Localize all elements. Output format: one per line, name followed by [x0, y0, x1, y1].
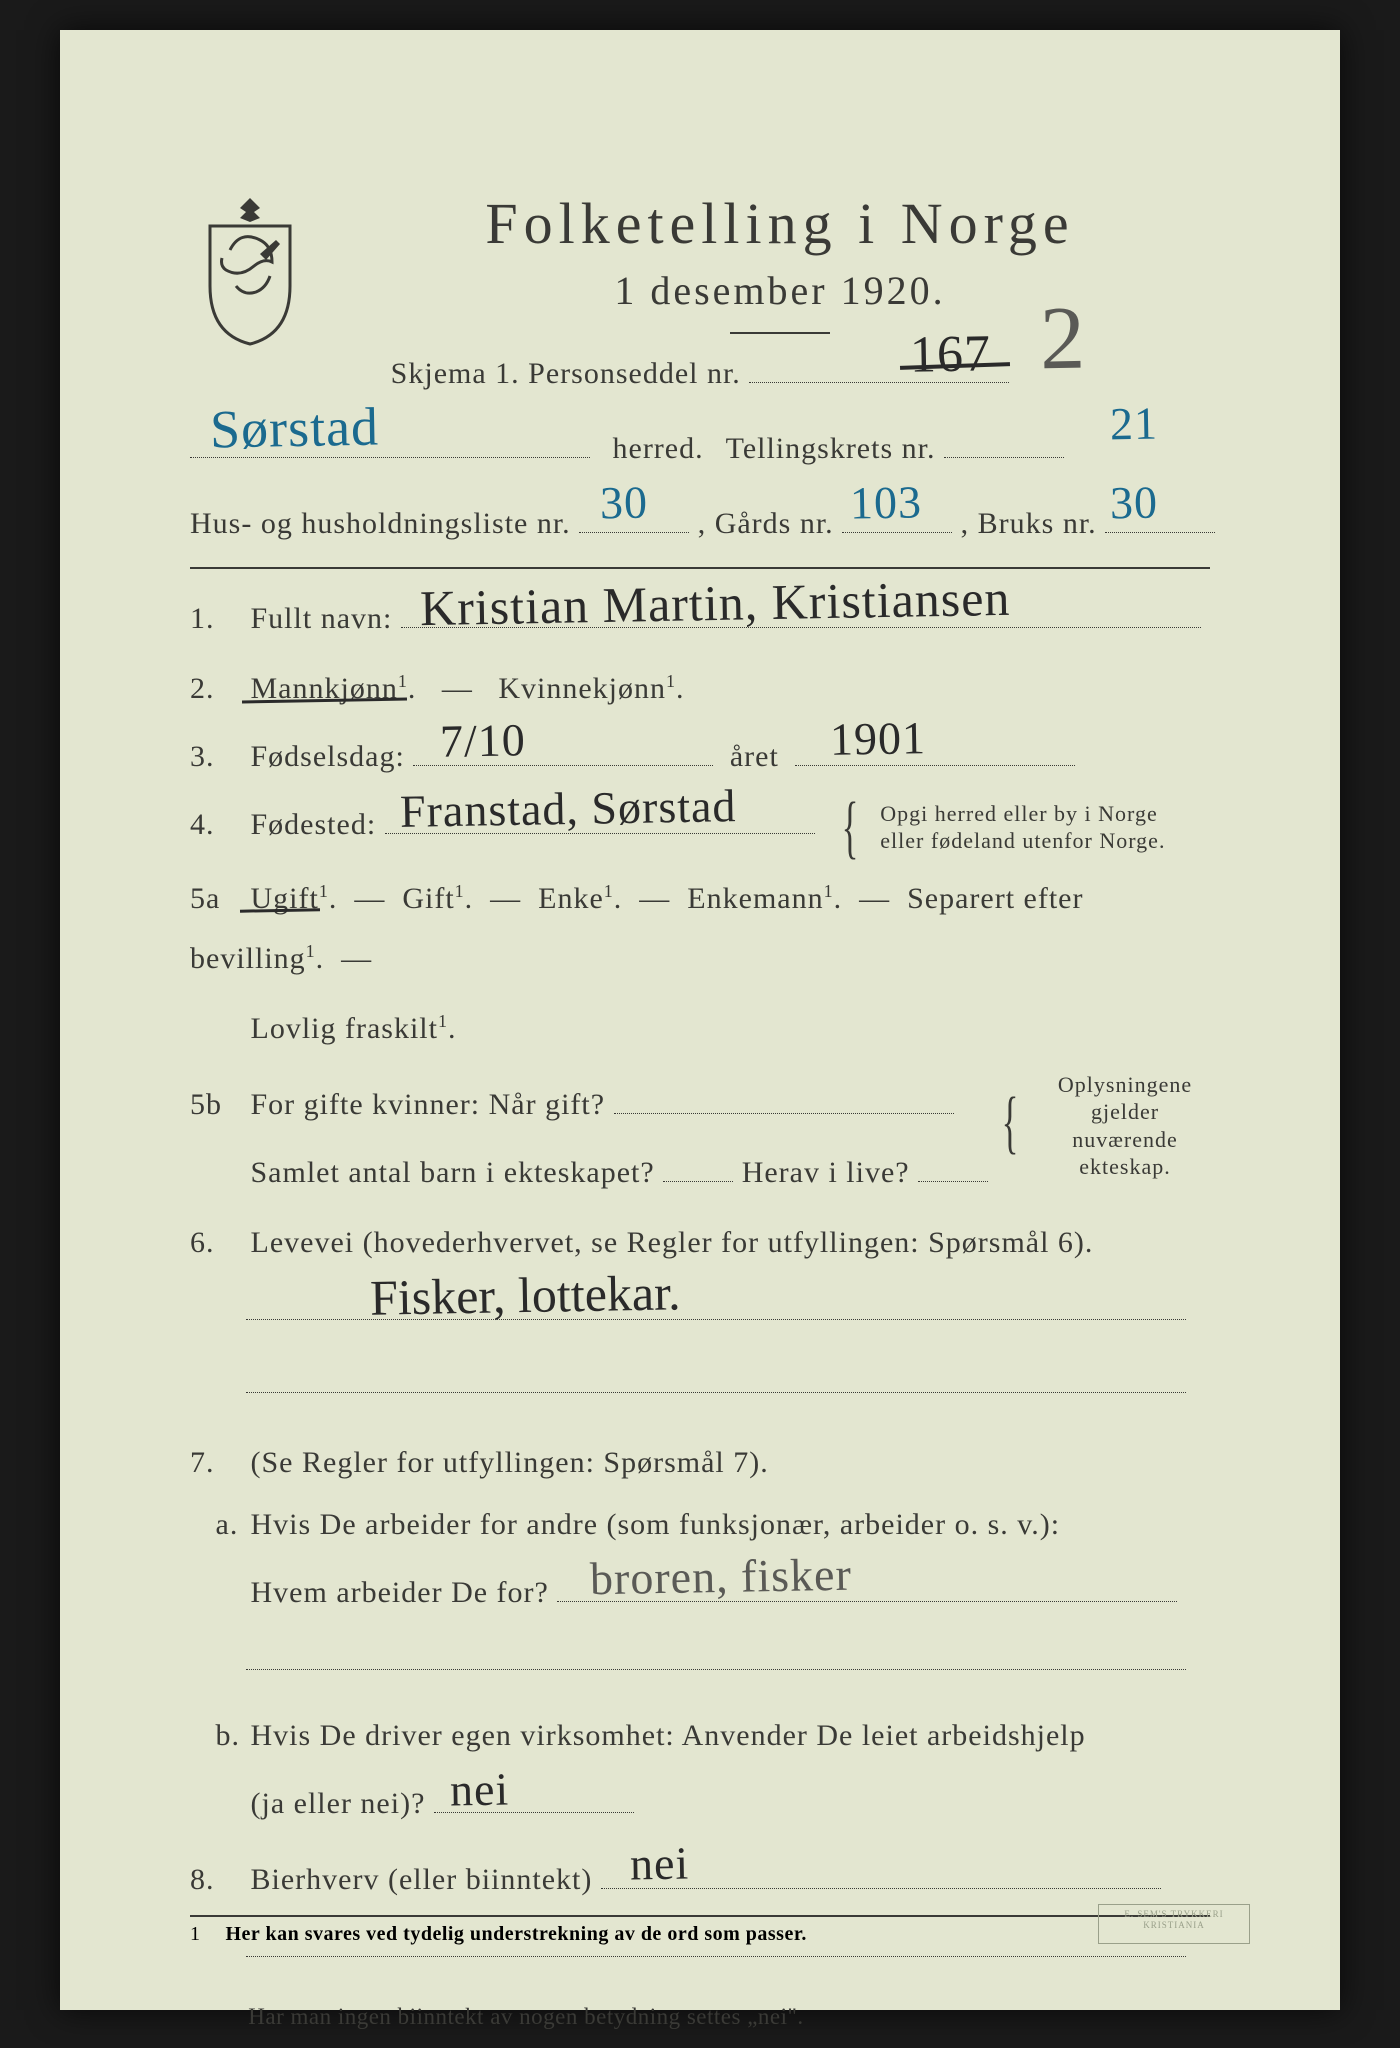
- form-content: Folketelling i Norge 1 desember 1920. Sk…: [190, 190, 1210, 2047]
- q5a-line2: Lovlig fraskilt1.: [190, 995, 1210, 1055]
- q6-value-line: Fisker, lottekar.: [190, 1279, 1210, 1342]
- q7a-label1: Hvis De arbeider for andre (som funksjon…: [251, 1508, 1061, 1541]
- herred-label: herred.: [613, 432, 704, 465]
- footnote: 1 Her kan svares ved tydelig understrekn…: [190, 1915, 1210, 1946]
- q1-label: Fullt navn:: [251, 602, 393, 635]
- q5b-brace-icon: {: [1002, 1105, 1019, 1140]
- q8-value: nei: [630, 1837, 690, 1890]
- footnote-rule: [190, 1915, 1210, 1917]
- q6-label: Levevei (hovederhvervet, se Regler for u…: [251, 1226, 1094, 1259]
- q3-year: 1901: [830, 712, 927, 766]
- footnote-text: 1 Her kan svares ved tydelig understrekn…: [190, 1923, 807, 1945]
- printer-stamp: E. SEM'S TRYKKERI KRISTIANIA: [1098, 1904, 1250, 1944]
- bruks-value: 30: [1110, 478, 1159, 529]
- q3-line: 3. Fødselsdag: 7/10 året 1901: [190, 725, 1210, 783]
- q2-num: 2.: [190, 663, 242, 715]
- scan-wrapper: Folketelling i Norge 1 desember 1920. Sk…: [0, 0, 1400, 2048]
- tellingskrets-label: Tellingskrets nr.: [726, 432, 936, 465]
- q7b-label1: Hvis De driver egen virksomhet: Anvender…: [251, 1719, 1086, 1752]
- q7a-line1: a. Hvis De arbeider for andre (som funks…: [190, 1499, 1210, 1551]
- q5b-line1: 5b For gifte kvinner: Når gift? { Oplysn…: [190, 1073, 1210, 1131]
- q6-line: 6. Levevei (hovederhvervet, se Regler fo…: [190, 1217, 1210, 1269]
- coat-of-arms-icon: [190, 190, 310, 350]
- q6-blank-line: [190, 1352, 1210, 1415]
- q7-label: (Se Regler for utfyllingen: Spørsmål 7).: [251, 1446, 769, 1479]
- q7a-line2: Hvem arbeider De for? broren, fisker: [190, 1561, 1210, 1619]
- section-rule-1: [190, 567, 1210, 569]
- bruks-label: , Bruks nr.: [961, 507, 1097, 540]
- footnote-marker: 1: [190, 1923, 220, 1946]
- q7b-line1: b. Hvis De driver egen virksomhet: Anven…: [190, 1710, 1210, 1762]
- herred-line: Sørstad herred. Tellingskrets nr. 21: [190, 417, 1210, 474]
- hus-label: Hus- og husholdningsliste nr.: [190, 507, 571, 540]
- q7a-value: broren, fisker: [590, 1548, 853, 1605]
- q8-num: 8.: [190, 1854, 242, 1906]
- q1-value: Kristian Martin, Kristiansen: [420, 572, 1011, 634]
- q2-line: 2. Mannkjønn1. — Kvinnekjønn1.: [190, 655, 1210, 715]
- q8-note: Har man ingen biinntekt av nogen betydni…: [248, 2004, 803, 2029]
- q7b-value: nei: [450, 1763, 510, 1816]
- main-title: Folketelling i Norge: [350, 190, 1210, 257]
- skjema-line: Skjema 1. Personseddel nr. 167 2: [190, 342, 1210, 399]
- q4-num: 4.: [190, 799, 242, 851]
- q5b-label3: Herav i live?: [742, 1156, 910, 1189]
- gards-label: , Gårds nr.: [698, 507, 834, 540]
- q5b-note1: Oplysningene: [1058, 1072, 1192, 1097]
- tellingskrets-fill: [944, 417, 1064, 458]
- q1-line: 1. Fullt navn: Kristian Martin, Kristian…: [190, 587, 1210, 645]
- q1-num: 1.: [190, 593, 242, 645]
- q7b-label2: (ja eller nei)?: [251, 1787, 426, 1820]
- herred-value: Sørstad: [210, 402, 380, 455]
- q4-label: Fødested:: [251, 808, 377, 841]
- q4-note2: eller fødeland utenfor Norge.: [880, 828, 1165, 853]
- q7-num: 7.: [190, 1437, 242, 1489]
- q5b-fill1: [614, 1073, 954, 1114]
- q5b-fill3: [918, 1141, 988, 1182]
- q5b-label1: For gifte kvinner: Når gift?: [251, 1088, 606, 1121]
- q7a-letter: a.: [190, 1499, 242, 1551]
- q8-label: Bierhverv (eller biinntekt): [251, 1863, 593, 1896]
- stamp-line1: E. SEM'S TRYKKERI: [1124, 1909, 1223, 1919]
- footnote-body: Her kan svares ved tydelig understreknin…: [226, 1923, 807, 1945]
- q8-line: 8. Bierhverv (eller biinntekt) nei: [190, 1848, 1210, 1906]
- q7a-label2: Hvem arbeider De for?: [251, 1576, 549, 1609]
- q5b-label2: Samlet antal barn i ekteskapet?: [251, 1156, 655, 1189]
- gards-value: 103: [850, 477, 923, 528]
- q7a-blank: [190, 1629, 1210, 1692]
- q4-value: Franstad, Sørstad: [400, 780, 737, 838]
- q8-note-line: Har man ingen biinntekt av nogen betydni…: [190, 1991, 1210, 2043]
- hus-line: Hus- og husholdningsliste nr. 30 , Gårds…: [190, 492, 1210, 549]
- q5b-num: 5b: [190, 1079, 242, 1131]
- q5a-label2: Lovlig fraskilt1.: [251, 1012, 457, 1045]
- q7a-fill2: [246, 1629, 1186, 1670]
- q5a-label: Ugift1. — Gift1. — Enke1. — Enkemann1. —…: [190, 882, 1084, 975]
- personseddel-old: 167: [910, 329, 992, 380]
- q7b-letter: b.: [190, 1710, 242, 1762]
- q5a-line: 5a Ugift1. — Gift1. — Enke1. — Enkemann1…: [190, 865, 1210, 985]
- q7-line: 7. (Se Regler for utfyllingen: Spørsmål …: [190, 1437, 1210, 1489]
- q5b-line2: Samlet antal barn i ekteskapet? Herav i …: [190, 1141, 1210, 1199]
- tellingskrets-value: 21: [1110, 399, 1159, 450]
- q6-num: 6.: [190, 1217, 242, 1269]
- q6-value: Fisker, lottekar.: [370, 1266, 681, 1323]
- q7b-line2: (ja eller nei)? nei: [190, 1772, 1210, 1830]
- q3-day: 7/10: [440, 714, 527, 767]
- q6-fill2: [246, 1352, 1186, 1393]
- stamp-line2: KRISTIANIA: [1143, 1920, 1205, 1930]
- q3-year-label: året: [730, 740, 779, 773]
- q4-brace-icon: {: [842, 810, 859, 845]
- hus-value: 30: [600, 478, 649, 529]
- personseddel-new: 2: [1040, 314, 1087, 365]
- q3-num: 3.: [190, 731, 242, 783]
- q4-note: Opgi herred eller by i Norge eller fødel…: [880, 800, 1165, 855]
- q4-note1: Opgi herred eller by i Norge: [880, 801, 1157, 826]
- skjema-label: Skjema 1. Personseddel nr.: [391, 357, 741, 390]
- q4-line: 4. Fødested: Franstad, Sørstad { Opgi he…: [190, 793, 1210, 855]
- q3-label: Fødselsdag:: [251, 740, 405, 773]
- q5b-fill2: [663, 1141, 733, 1182]
- title-rule: [730, 332, 830, 334]
- paper-sheet: Folketelling i Norge 1 desember 1920. Sk…: [60, 30, 1340, 2010]
- q5a-num: 5a: [190, 873, 242, 925]
